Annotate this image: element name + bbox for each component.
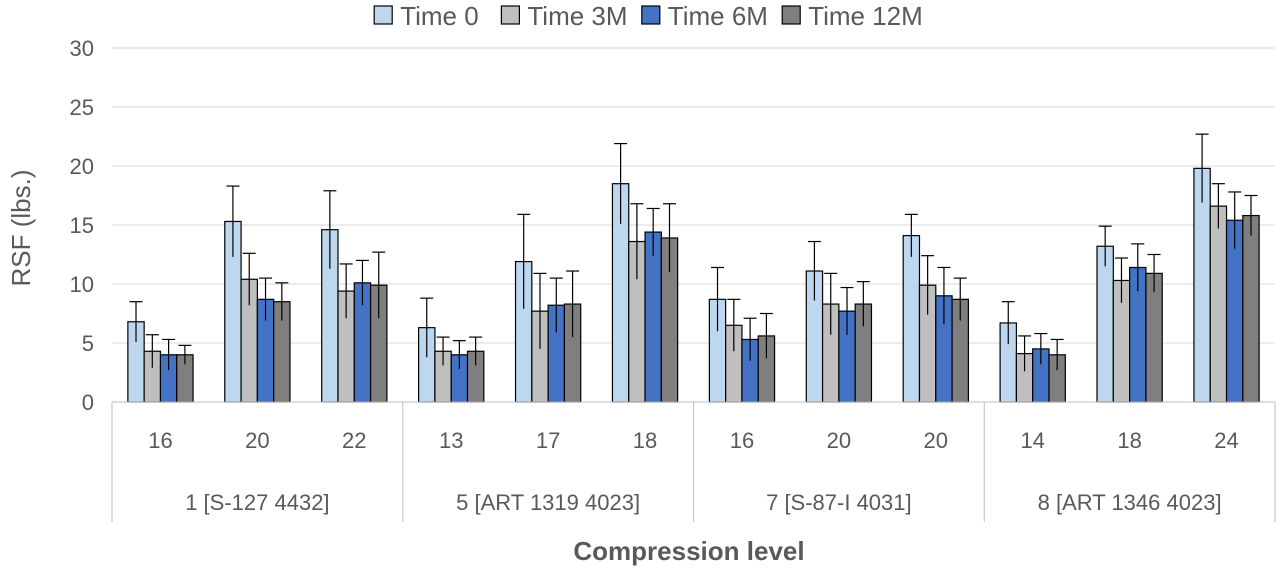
- y-tick-label: 20: [70, 154, 94, 179]
- category-tick-label: 20: [827, 428, 851, 453]
- category-tick-label: 22: [342, 428, 366, 453]
- y-tick-label: 15: [70, 213, 94, 238]
- category-tick-label: 20: [924, 428, 948, 453]
- axis-labels: 0 5 10 15 20 25 30 16 20 22 13 17 18 16 20 20 14 18 24 1 [S…: [70, 36, 1239, 515]
- x-axis-structure: [111, 401, 1276, 522]
- legend: Time 0 Time 3M Time 6M Time 12M: [373, 1, 923, 31]
- bar: [644, 231, 662, 403]
- group-label: 1 [S-127 4432]: [185, 490, 329, 515]
- legend-label: Time 0: [400, 1, 479, 31]
- legend-swatch: [500, 5, 520, 25]
- category-tick-label: 17: [536, 428, 560, 453]
- bar: [1145, 272, 1163, 403]
- group-label: 7 [S-87-I 4031]: [766, 490, 912, 515]
- category-tick-label: 18: [1117, 428, 1141, 453]
- bar: [1193, 167, 1211, 403]
- bars: [127, 133, 1260, 403]
- y-tick-label: 0: [82, 390, 94, 415]
- y-tick-label: 10: [70, 272, 94, 297]
- category-tick-label: 18: [633, 428, 657, 453]
- category-tick-label: 14: [1020, 428, 1044, 453]
- legend-label: Time 12M: [808, 1, 923, 31]
- y-axis-title: RSF (lbs.): [6, 170, 36, 287]
- y-tick-label: 30: [70, 36, 94, 61]
- y-tick-label: 5: [82, 331, 94, 356]
- legend-swatch: [373, 5, 393, 25]
- category-tick-label: 16: [730, 428, 754, 453]
- group-label: 8 [ART 1346 4023]: [1038, 490, 1222, 515]
- legend-label: Time 6M: [668, 1, 768, 31]
- category-tick-label: 16: [148, 428, 172, 453]
- bar: [1209, 205, 1228, 403]
- bar: [902, 235, 921, 403]
- group-label: 5 [ART 1319 4023]: [456, 490, 640, 515]
- x-axis-title: Compression level: [573, 536, 804, 566]
- bar: [1242, 214, 1260, 403]
- y-tick-label: 25: [70, 95, 94, 120]
- legend-swatch: [641, 5, 661, 25]
- bar: [1096, 245, 1114, 403]
- gridlines: [112, 47, 1275, 403]
- category-tick-label: 24: [1214, 428, 1238, 453]
- category-tick-label: 13: [439, 428, 463, 453]
- legend-swatch: [781, 5, 801, 25]
- legend-label: Time 3M: [527, 1, 627, 31]
- category-tick-label: 20: [245, 428, 269, 453]
